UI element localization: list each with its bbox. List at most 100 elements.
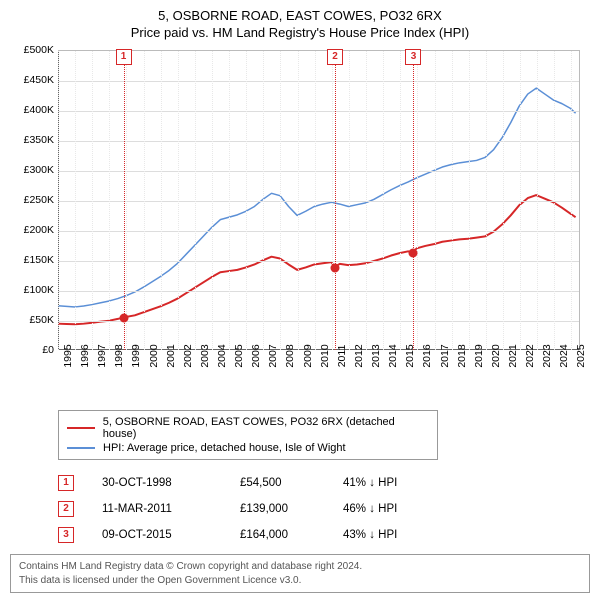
- chart-container: 5, OSBORNE ROAD, EAST COWES, PO32 6RX Pr…: [0, 0, 600, 603]
- xtick-label: 1998: [113, 344, 125, 367]
- gridline-v: [332, 51, 333, 350]
- xtick-label: 2005: [233, 344, 245, 367]
- footer-line1: Contains HM Land Registry data © Crown c…: [19, 560, 581, 574]
- ytick-label: £450K: [24, 74, 54, 86]
- xtick-label: 2020: [490, 344, 502, 367]
- xtick-label: 2017: [439, 344, 451, 367]
- gridline-v: [75, 51, 76, 350]
- sale-price: £139,000: [240, 503, 315, 515]
- gridline-v: [195, 51, 196, 350]
- xtick-label: 2019: [473, 344, 485, 367]
- gridline-v: [109, 51, 110, 350]
- xtick-label: 2000: [148, 344, 160, 367]
- xtick-label: 1997: [96, 344, 108, 367]
- gridline-v: [366, 51, 367, 350]
- ytick-label: £0: [42, 344, 54, 356]
- sale-diff-vs-hpi: 43% ↓ HPI: [343, 529, 433, 541]
- xtick-label: 2013: [370, 344, 382, 367]
- sale-number-box: 2: [58, 501, 74, 517]
- ytick-label: £100K: [24, 284, 54, 296]
- gridline-h: [58, 111, 579, 112]
- sale-row: 1 30-OCT-1998 £54,500 41% ↓ HPI: [58, 470, 590, 496]
- ytick-label: £500K: [24, 44, 54, 56]
- gridline-h: [58, 141, 579, 142]
- sale-price: £164,000: [240, 529, 315, 541]
- xtick-label: 1995: [62, 344, 74, 367]
- legend-label: HPI: Average price, detached house, Isle…: [103, 442, 346, 454]
- gridline-v: [92, 51, 93, 350]
- gridline-v: [469, 51, 470, 350]
- sales-table: 1 30-OCT-1998 £54,500 41% ↓ HPI 211-MAR-2011…: [58, 470, 590, 548]
- gridline-v: [263, 51, 264, 350]
- title-subtitle: Price paid vs. HM Land Registry's House …: [10, 25, 590, 40]
- plot-area: 123: [58, 50, 580, 350]
- sale-marker-dot: [119, 314, 128, 323]
- sale-number-box: 1: [58, 475, 74, 491]
- gridline-v: [452, 51, 453, 350]
- gridline-v: [246, 51, 247, 350]
- xtick-label: 2004: [216, 344, 228, 367]
- ytick-label: £50K: [29, 314, 54, 326]
- sale-number-box: 3: [58, 527, 74, 543]
- gridline-v: [144, 51, 145, 350]
- gridline-h: [58, 171, 579, 172]
- gridline-v: [520, 51, 521, 350]
- xtick-label: 2007: [267, 344, 279, 367]
- chart-area: 123 £0£50K£100K£150K£200K£250K£300K£350K…: [10, 46, 590, 406]
- sale-row: 211-MAR-2011£139,00046% ↓ HPI: [58, 496, 590, 522]
- xtick-label: 2012: [353, 344, 365, 367]
- gridline-h: [58, 231, 579, 232]
- gridline-v: [417, 51, 418, 350]
- xtick-label: 2021: [507, 344, 519, 367]
- event-line: [124, 51, 125, 350]
- title-block: 5, OSBORNE ROAD, EAST COWES, PO32 6RX Pr…: [10, 8, 590, 40]
- gridline-v: [126, 51, 127, 350]
- event-marker-box: 1: [116, 49, 132, 65]
- gridline-v: [571, 51, 572, 350]
- ytick-label: £200K: [24, 224, 54, 236]
- xtick-label: 2015: [404, 344, 416, 367]
- xtick-label: 2010: [319, 344, 331, 367]
- gridline-v: [435, 51, 436, 350]
- gridline-v: [315, 51, 316, 350]
- gridline-v: [486, 51, 487, 350]
- gridline-h: [58, 81, 579, 82]
- footer-line2: This data is licensed under the Open Gov…: [19, 574, 581, 588]
- xtick-label: 2009: [302, 344, 314, 367]
- xtick-label: 1996: [79, 344, 91, 367]
- sale-date: 09-OCT-2015: [102, 529, 212, 541]
- ytick-label: £400K: [24, 104, 54, 116]
- gridline-v: [383, 51, 384, 350]
- xtick-label: 2002: [182, 344, 194, 367]
- sale-date: 30-OCT-1998: [102, 477, 212, 489]
- xtick-label: 2023: [541, 344, 553, 367]
- sale-diff-vs-hpi: 41% ↓ HPI: [343, 477, 433, 489]
- gridline-v: [58, 51, 59, 350]
- gridline-v: [400, 51, 401, 350]
- xtick-label: 2001: [165, 344, 177, 367]
- legend-box: 5, OSBORNE ROAD, EAST COWES, PO32 6RX (d…: [58, 410, 438, 460]
- ytick-label: £350K: [24, 134, 54, 146]
- ytick-label: £150K: [24, 254, 54, 266]
- gridline-v: [298, 51, 299, 350]
- xtick-label: 2022: [524, 344, 536, 367]
- sale-marker-dot: [331, 263, 340, 272]
- xtick-label: 2006: [250, 344, 262, 367]
- event-line: [335, 51, 336, 350]
- xtick-label: 2025: [575, 344, 587, 367]
- gridline-h: [58, 201, 579, 202]
- series-line-property: [58, 195, 576, 324]
- ytick-label: £300K: [24, 164, 54, 176]
- legend-label: 5, OSBORNE ROAD, EAST COWES, PO32 6RX (d…: [103, 416, 429, 440]
- gridline-v: [229, 51, 230, 350]
- gridline-v: [349, 51, 350, 350]
- legend-row: HPI: Average price, detached house, Isle…: [67, 441, 429, 455]
- legend-row: 5, OSBORNE ROAD, EAST COWES, PO32 6RX (d…: [67, 415, 429, 441]
- xtick-label: 2018: [456, 344, 468, 367]
- xtick-label: 2008: [284, 344, 296, 367]
- footer-attribution: Contains HM Land Registry data © Crown c…: [10, 554, 590, 593]
- gridline-h: [58, 261, 579, 262]
- sale-row: 3 09-OCT-2015 £164,000 43% ↓ HPI: [58, 522, 590, 548]
- event-marker-box: 2: [327, 49, 343, 65]
- sale-price: £54,500: [240, 477, 315, 489]
